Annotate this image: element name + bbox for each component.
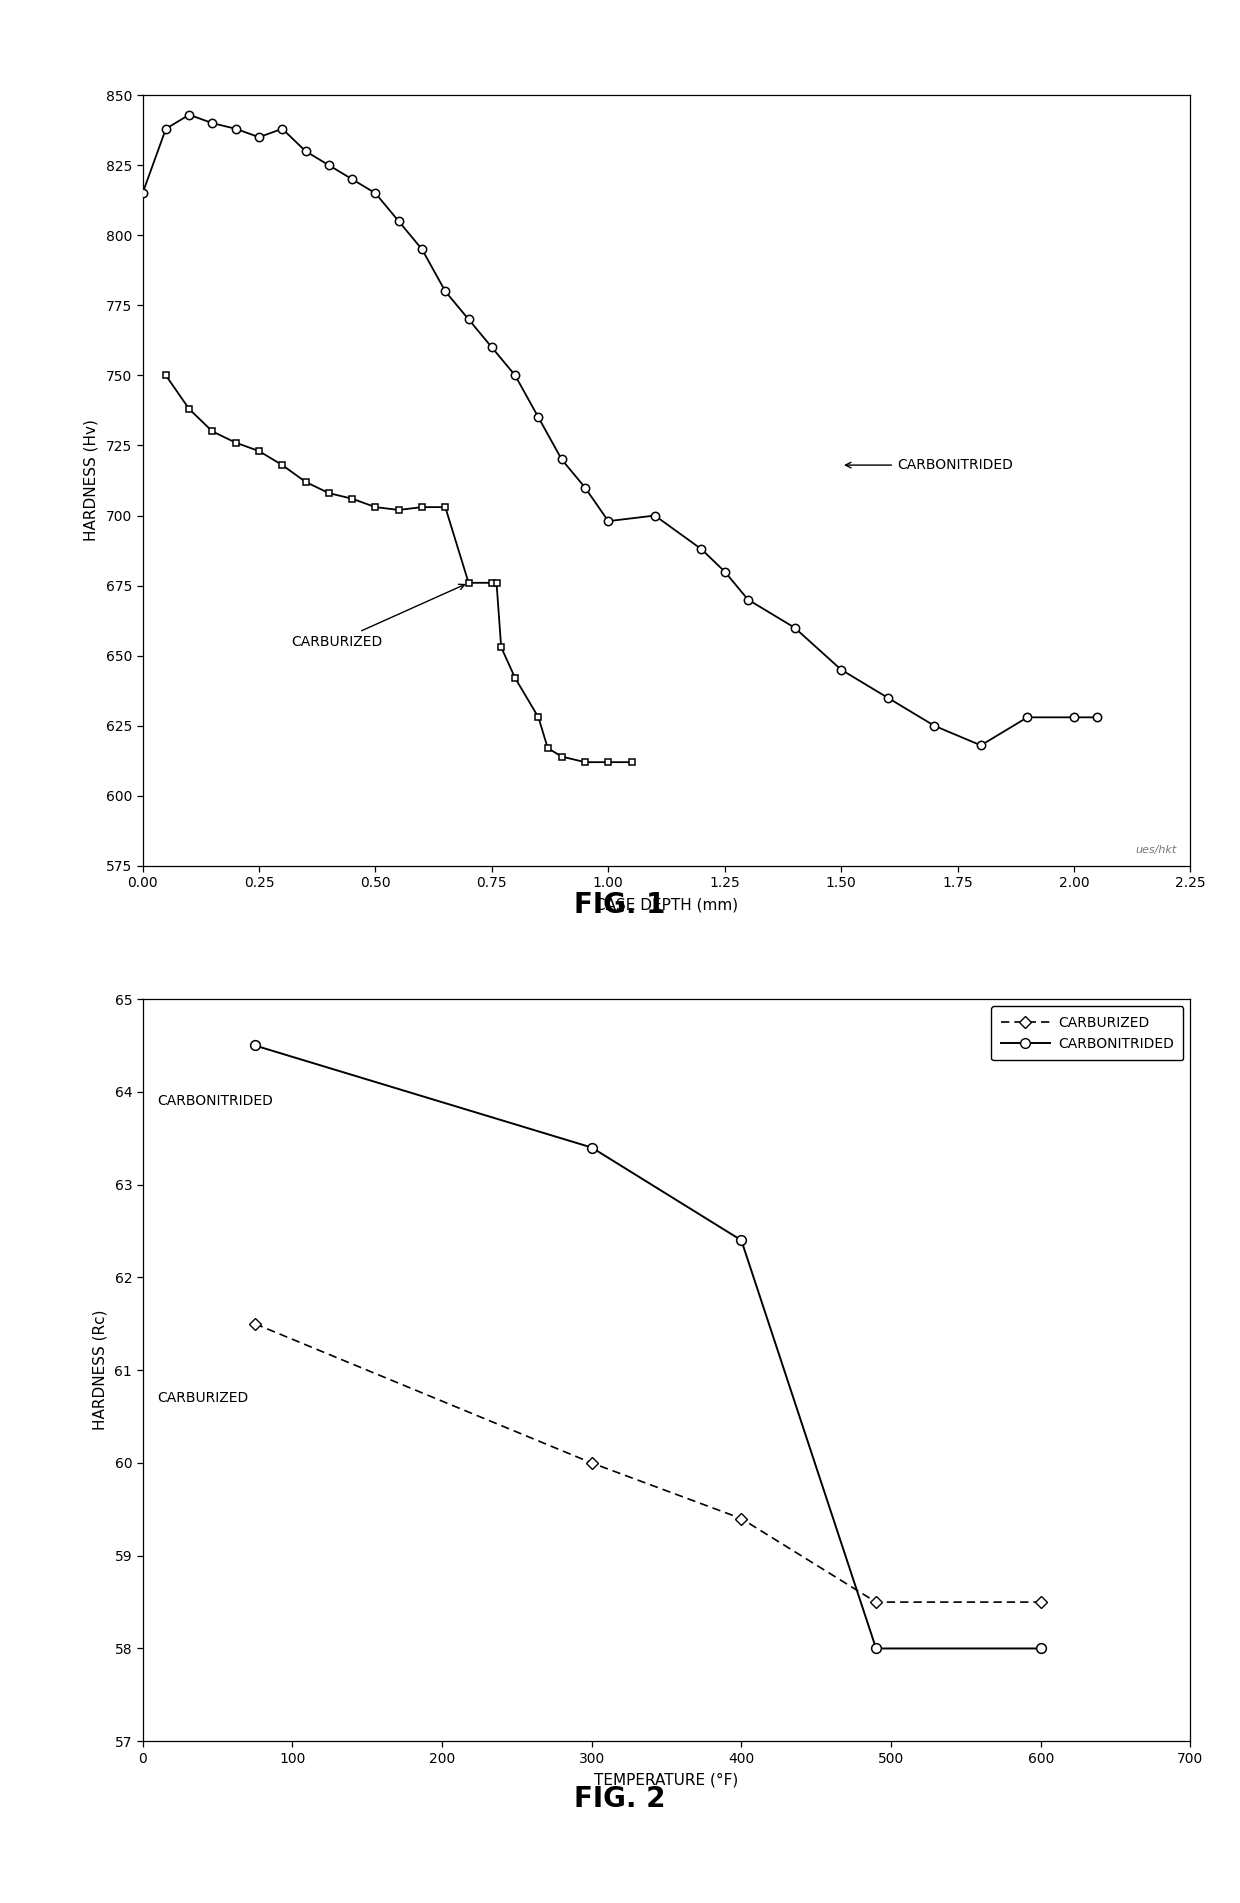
CARBONITRIDED (734, 1229, 749, 1252)
Text: CARBONITRIDED: CARBONITRIDED (846, 459, 1013, 472)
Text: FIG. 2: FIG. 2 (574, 1785, 666, 1814)
Text: CARBURIZED: CARBURIZED (157, 1391, 249, 1404)
CARBONITRIDED (248, 1033, 263, 1056)
CARBONITRIDED (584, 1136, 599, 1159)
CARBURIZED (1033, 1591, 1048, 1614)
X-axis label: TEMPERATURE (°F): TEMPERATURE (°F) (594, 1772, 739, 1787)
Line: CARBURIZED: CARBURIZED (250, 1319, 1045, 1606)
Line: CARBONITRIDED: CARBONITRIDED (250, 1041, 1045, 1654)
CARBURIZED (868, 1591, 883, 1614)
Text: CARBURIZED: CARBURIZED (291, 584, 465, 649)
Text: CARBONITRIDED: CARBONITRIDED (157, 1094, 274, 1108)
Legend: CARBURIZED, CARBONITRIDED: CARBURIZED, CARBONITRIDED (991, 1007, 1183, 1060)
CARBURIZED (248, 1313, 263, 1336)
CARBONITRIDED (868, 1637, 883, 1659)
Text: FIG. 1: FIG. 1 (574, 891, 666, 919)
CARBURIZED (734, 1507, 749, 1530)
CARBONITRIDED (1033, 1637, 1048, 1659)
Y-axis label: HARDNESS (Rc): HARDNESS (Rc) (93, 1309, 108, 1431)
Text: ues/hkt: ues/hkt (1135, 845, 1177, 854)
X-axis label: CASE DEPTH (mm): CASE DEPTH (mm) (595, 896, 738, 912)
CARBURIZED (584, 1452, 599, 1475)
Y-axis label: HARDNESS (Hv): HARDNESS (Hv) (84, 419, 99, 542)
